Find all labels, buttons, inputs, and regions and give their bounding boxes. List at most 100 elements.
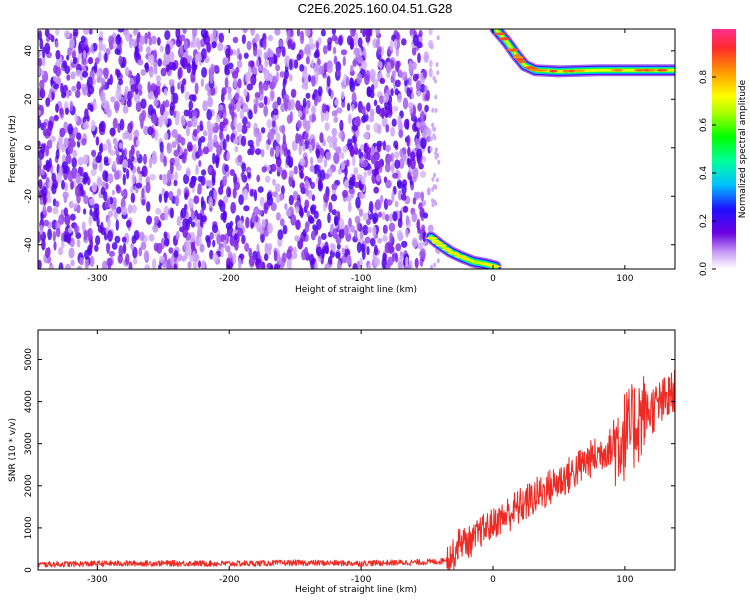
noise-blob xyxy=(185,126,191,137)
colorbar-tick-label: 0.8 xyxy=(699,70,709,85)
noise-blob xyxy=(307,215,314,224)
noise-blob xyxy=(61,144,65,153)
noise-blob xyxy=(38,57,43,67)
noise-blob xyxy=(168,79,175,87)
noise-blob xyxy=(116,206,122,214)
noise-blob xyxy=(293,59,299,69)
noise-blob xyxy=(57,138,63,151)
noise-blob xyxy=(277,229,284,240)
signal-hotspot xyxy=(431,241,444,245)
noise-blob xyxy=(295,132,300,144)
noise-blob xyxy=(323,158,328,168)
noise-blob xyxy=(265,175,271,183)
noise-blob xyxy=(362,212,369,221)
noise-blob xyxy=(120,96,125,106)
noise-blob xyxy=(194,82,199,95)
noise-blob xyxy=(212,239,216,248)
noise-blob xyxy=(87,56,94,65)
noise-blob xyxy=(192,29,198,38)
noise-blob xyxy=(89,208,93,217)
noise-blob xyxy=(216,233,222,245)
noise-blob xyxy=(425,128,431,138)
noise-blob xyxy=(279,71,285,78)
noise-blob xyxy=(212,29,217,38)
noise-blob xyxy=(179,34,183,42)
noise-blob xyxy=(397,115,402,126)
noise-blob xyxy=(361,160,368,168)
noise-fringe-dot xyxy=(433,172,437,178)
noise-blob xyxy=(335,146,342,155)
noise-blob xyxy=(311,75,316,87)
noise-blob xyxy=(197,40,201,50)
spectrogram-heatmap xyxy=(38,29,675,269)
noise-blob xyxy=(166,142,170,151)
noise-blob xyxy=(201,48,207,60)
noise-blob xyxy=(324,263,329,269)
noise-blob xyxy=(391,190,395,203)
noise-blob xyxy=(189,255,195,262)
noise-blob xyxy=(353,167,359,175)
noise-blob xyxy=(360,105,366,115)
noise-blob xyxy=(392,172,399,179)
noise-blob xyxy=(62,191,69,199)
noise-blob xyxy=(207,96,214,108)
noise-blob xyxy=(96,176,103,188)
noise-blob xyxy=(164,132,169,141)
noise-blob xyxy=(308,144,313,154)
noise-blob xyxy=(245,216,250,229)
noise-blob xyxy=(401,240,408,248)
noise-blob xyxy=(257,262,265,269)
noise-blob xyxy=(402,205,409,213)
noise-blob xyxy=(72,149,78,158)
noise-blob xyxy=(193,128,198,137)
noise-blob xyxy=(108,35,115,45)
noise-blob xyxy=(118,142,123,149)
noise-blob xyxy=(113,100,120,111)
noise-blob xyxy=(364,74,370,86)
noise-blob xyxy=(242,29,248,34)
snr-y-label: SNR (10 * v/v) xyxy=(8,418,18,482)
noise-blob xyxy=(366,218,371,226)
noise-blob xyxy=(289,111,293,123)
noise-blob xyxy=(310,156,314,166)
signal-hotspot xyxy=(535,69,548,72)
noise-blob xyxy=(263,69,270,82)
noise-blob xyxy=(158,115,164,128)
noise-blob xyxy=(253,46,257,57)
noise-blob xyxy=(292,190,299,201)
noise-blob xyxy=(412,73,418,82)
signal-hotspot xyxy=(514,58,526,61)
noise-blob xyxy=(315,41,320,50)
noise-blob xyxy=(242,188,249,201)
noise-blob xyxy=(314,164,320,172)
noise-blob xyxy=(379,63,383,70)
noise-blob xyxy=(302,143,306,152)
noise-blob xyxy=(408,64,413,75)
noise-blob xyxy=(131,38,138,47)
noise-blob xyxy=(225,68,231,76)
noise-blob xyxy=(138,247,143,257)
noise-blob xyxy=(368,263,372,269)
noise-blob xyxy=(49,264,55,269)
noise-blob xyxy=(155,208,162,215)
noise-blob xyxy=(305,179,309,189)
noise-blob xyxy=(397,261,403,269)
noise-blob xyxy=(247,172,252,179)
noise-fringe-dot xyxy=(436,70,440,76)
noise-blob xyxy=(418,233,423,241)
noise-blob xyxy=(181,57,188,70)
noise-fringe-dot xyxy=(432,75,436,81)
noise-blob xyxy=(241,234,246,245)
noise-blob xyxy=(425,136,431,143)
noise-blob xyxy=(67,170,74,182)
noise-blob xyxy=(128,149,133,160)
noise-blob xyxy=(392,105,399,112)
noise-blob xyxy=(200,136,206,143)
y-tick-label: 20 xyxy=(24,93,34,105)
noise-blob xyxy=(82,177,88,185)
noise-blob xyxy=(258,102,265,109)
noise-blob xyxy=(376,143,382,153)
noise-blob xyxy=(328,201,333,213)
noise-fringe-dot xyxy=(435,62,439,68)
